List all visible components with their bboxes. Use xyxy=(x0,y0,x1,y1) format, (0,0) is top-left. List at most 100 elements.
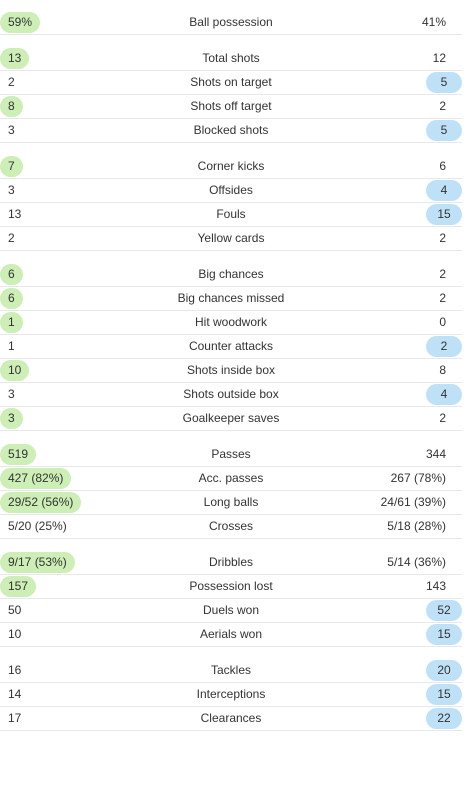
stat-row: Duels won 50 52 xyxy=(0,599,462,623)
away-value: 0 xyxy=(439,315,446,329)
home-value: 3 xyxy=(0,408,23,429)
stat-label: Shots inside box xyxy=(186,363,276,377)
away-value: 41% xyxy=(421,15,446,29)
home-value: 16 xyxy=(8,663,22,677)
away-value: 5/18 (28%) xyxy=(387,519,446,533)
away-value: 2 xyxy=(439,99,446,113)
stat-group: Ball possession 59% 41% xyxy=(0,0,470,35)
stat-row: Shots on target 2 5 xyxy=(0,71,462,95)
stat-label: Crosses xyxy=(208,519,253,533)
stat-label: Ball possession xyxy=(189,15,273,29)
away-value: 12 xyxy=(432,51,446,65)
away-value: 22 xyxy=(426,708,462,729)
home-value: 7 xyxy=(0,156,23,177)
home-value: 2 xyxy=(8,231,15,245)
stat-row: Acc. passes 427 (82%) 267 (78%) xyxy=(0,467,462,491)
stat-label: Hit woodwork xyxy=(194,315,268,329)
away-value: 2 xyxy=(439,231,446,245)
away-value: 2 xyxy=(439,291,446,305)
home-value: 29/52 (56%) xyxy=(0,492,82,513)
stat-label: Fouls xyxy=(216,207,246,221)
home-value: 1 xyxy=(8,339,15,353)
stat-group: Corner kicks 7 6 Offsides 3 4 Fouls 13 15 Yellow … xyxy=(0,143,470,251)
stat-row: Ball possession 59% 41% xyxy=(0,11,462,35)
home-value: 9/17 (53%) xyxy=(0,552,75,573)
stat-group: Total shots 13 12 Shots on target 2 5 Shots of… xyxy=(0,35,470,143)
match-statistics: Ball possession 59% 41% Total shots 13 12 Shot… xyxy=(0,0,470,731)
away-value: 20 xyxy=(426,660,462,681)
stat-label: Shots outside box xyxy=(183,387,279,401)
home-value: 6 xyxy=(0,288,23,309)
home-value: 5/20 (25%) xyxy=(8,519,67,533)
home-value: 3 xyxy=(8,183,15,197)
home-value: 50 xyxy=(8,603,22,617)
away-value: 4 xyxy=(426,180,462,201)
stat-row: Big chances 6 2 xyxy=(0,263,462,287)
home-value: 157 xyxy=(0,576,37,597)
stat-row: Interceptions 14 15 xyxy=(0,683,462,707)
away-value: 52 xyxy=(426,600,462,621)
away-value: 24/61 (39%) xyxy=(380,495,446,509)
stat-row: Shots off target 8 2 xyxy=(0,95,462,119)
away-value: 5 xyxy=(426,120,462,141)
stat-row: Passes 519 344 xyxy=(0,443,462,467)
stat-row: Fouls 13 15 xyxy=(0,203,462,227)
stat-row: Possession lost 157 143 xyxy=(0,575,462,599)
stat-row: Aerials won 10 15 xyxy=(0,623,462,647)
stat-row: Shots outside box 3 4 xyxy=(0,383,462,407)
home-value: 3 xyxy=(8,387,15,401)
stat-label: Duels won xyxy=(202,603,260,617)
away-value: 344 xyxy=(425,447,446,461)
stat-row: Crosses 5/20 (25%) 5/18 (28%) xyxy=(0,515,462,539)
away-value: 2 xyxy=(426,336,462,357)
home-value: 10 xyxy=(0,360,30,381)
stat-row: Offsides 3 4 xyxy=(0,179,462,203)
stat-row: Tackles 16 20 xyxy=(0,659,462,683)
stat-label: Tackles xyxy=(210,663,251,677)
away-value: 8 xyxy=(439,363,446,377)
stat-group: Tackles 16 20 Interceptions 14 15 Clearances 17… xyxy=(0,647,470,731)
away-value: 2 xyxy=(439,267,446,281)
stat-row: Blocked shots 3 5 xyxy=(0,119,462,143)
home-value: 3 xyxy=(8,123,15,137)
stat-label: Long balls xyxy=(203,495,259,509)
stat-row: Yellow cards 2 2 xyxy=(0,227,462,251)
stat-row: Big chances missed 6 2 xyxy=(0,287,462,311)
home-value: 427 (82%) xyxy=(0,468,72,489)
stat-label: Total shots xyxy=(202,51,260,65)
away-value: 4 xyxy=(426,384,462,405)
stat-row: Goalkeeper saves 3 2 xyxy=(0,407,462,431)
away-value: 5/14 (36%) xyxy=(387,555,446,569)
stat-label: Shots off target xyxy=(190,99,272,113)
stat-label: Yellow cards xyxy=(197,231,265,245)
away-value: 143 xyxy=(425,579,446,593)
stat-label: Offsides xyxy=(209,183,253,197)
stat-label: Big chances xyxy=(198,267,264,281)
stat-row: Hit woodwork 1 0 xyxy=(0,311,462,335)
stat-label: Dribbles xyxy=(208,555,253,569)
away-value: 6 xyxy=(439,159,446,173)
stat-group: Big chances 6 2 Big chances missed 6 2 Hit woo… xyxy=(0,251,470,431)
stat-label: Shots on target xyxy=(190,75,272,89)
stat-label: Blocked shots xyxy=(193,123,269,137)
stat-row: Dribbles 9/17 (53%) 5/14 (36%) xyxy=(0,551,462,575)
home-value: 519 xyxy=(0,444,37,465)
stat-row: Clearances 17 22 xyxy=(0,707,462,731)
home-value: 14 xyxy=(8,687,22,701)
away-value: 5 xyxy=(426,72,462,93)
stat-row: Long balls 29/52 (56%) 24/61 (39%) xyxy=(0,491,462,515)
home-value: 13 xyxy=(0,48,30,69)
stat-row: Shots inside box 10 8 xyxy=(0,359,462,383)
stat-group: Passes 519 344 Acc. passes 427 (82%) 267 (78%… xyxy=(0,431,470,539)
home-value: 2 xyxy=(8,75,15,89)
away-value: 15 xyxy=(426,624,462,645)
stat-label: Corner kicks xyxy=(197,159,265,173)
stat-row: Corner kicks 7 6 xyxy=(0,155,462,179)
stat-label: Possession lost xyxy=(189,579,273,593)
away-value: 267 (78%) xyxy=(390,471,446,485)
stat-label: Goalkeeper saves xyxy=(182,411,280,425)
home-value: 59% xyxy=(0,12,41,33)
home-value: 6 xyxy=(0,264,23,285)
home-value: 17 xyxy=(8,711,22,725)
stat-label: Big chances missed xyxy=(177,291,285,305)
